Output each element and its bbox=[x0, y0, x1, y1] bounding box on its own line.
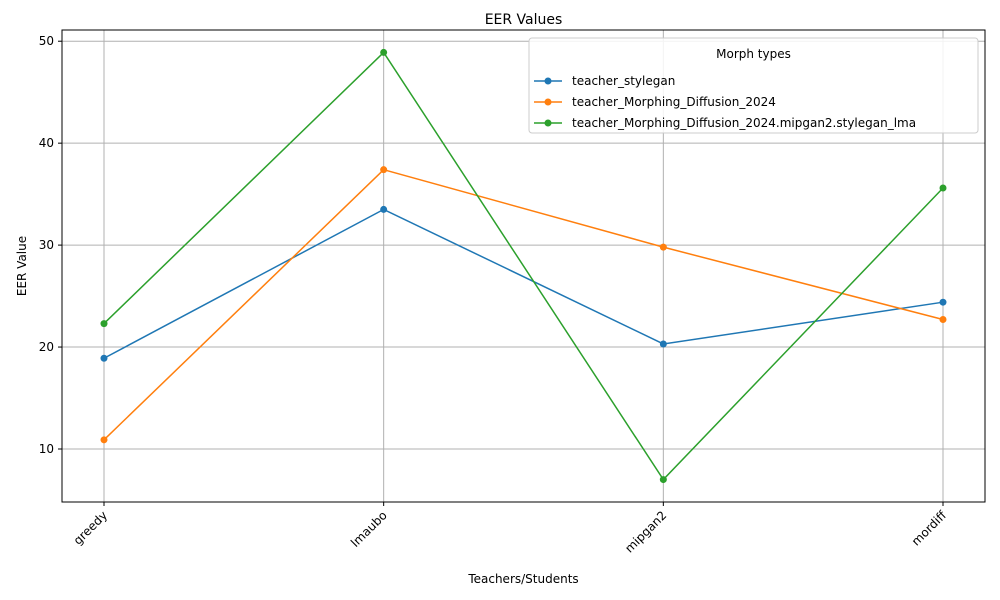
legend-swatch-marker bbox=[544, 98, 552, 106]
data-point bbox=[939, 298, 947, 306]
data-point bbox=[939, 184, 947, 192]
data-point bbox=[659, 476, 667, 484]
data-point bbox=[100, 320, 108, 328]
data-point bbox=[100, 354, 108, 362]
x-tick-label: greedy bbox=[71, 508, 110, 547]
series-2 bbox=[100, 48, 947, 484]
y-tick-label: 30 bbox=[39, 238, 54, 252]
chart-title: EER Values bbox=[485, 12, 563, 28]
legend-label: teacher_stylegan bbox=[572, 74, 675, 88]
data-point bbox=[380, 205, 388, 213]
legend-box bbox=[528, 37, 979, 134]
data-point bbox=[380, 166, 388, 174]
legend-label: teacher_Morphing_Diffusion_2024 bbox=[572, 95, 776, 109]
legend-swatch-marker bbox=[544, 119, 552, 127]
x-tick-label: mipgan2 bbox=[622, 508, 669, 555]
series-group bbox=[100, 48, 947, 484]
legend-item: teacher_Morphing_Diffusion_2024 bbox=[534, 95, 776, 109]
y-tick-label: 20 bbox=[39, 340, 54, 354]
y-tick-label: 40 bbox=[39, 136, 54, 150]
series-line bbox=[103, 51, 944, 481]
series-1 bbox=[100, 166, 947, 444]
data-point bbox=[380, 48, 388, 56]
plot-area bbox=[61, 29, 986, 503]
x-axis-label: Teachers/Students bbox=[467, 572, 578, 586]
legend-title: Morph types bbox=[716, 47, 791, 61]
legend-label: teacher_Morphing_Diffusion_2024.mipgan2.… bbox=[572, 116, 916, 130]
x-tick-label: lmaubo bbox=[348, 508, 390, 550]
y-axis-label: EER Value bbox=[15, 236, 29, 296]
x-tick-label: mordiff bbox=[909, 508, 950, 549]
series-line bbox=[103, 168, 944, 441]
series-line bbox=[103, 208, 944, 359]
y-tick-label: 10 bbox=[39, 442, 54, 456]
data-point bbox=[659, 243, 667, 251]
data-point bbox=[100, 436, 108, 444]
data-point bbox=[939, 316, 947, 324]
legend-swatch-marker bbox=[544, 77, 552, 85]
legend: Morph types teacher_stylegan teacher_Morph… bbox=[528, 37, 979, 134]
legend-item: teacher_Morphing_Diffusion_2024.mipgan2.… bbox=[534, 116, 916, 130]
legend-item: teacher_stylegan bbox=[534, 74, 675, 88]
y-tick-label: 50 bbox=[39, 34, 54, 48]
data-point bbox=[659, 340, 667, 348]
series-0 bbox=[100, 205, 947, 362]
